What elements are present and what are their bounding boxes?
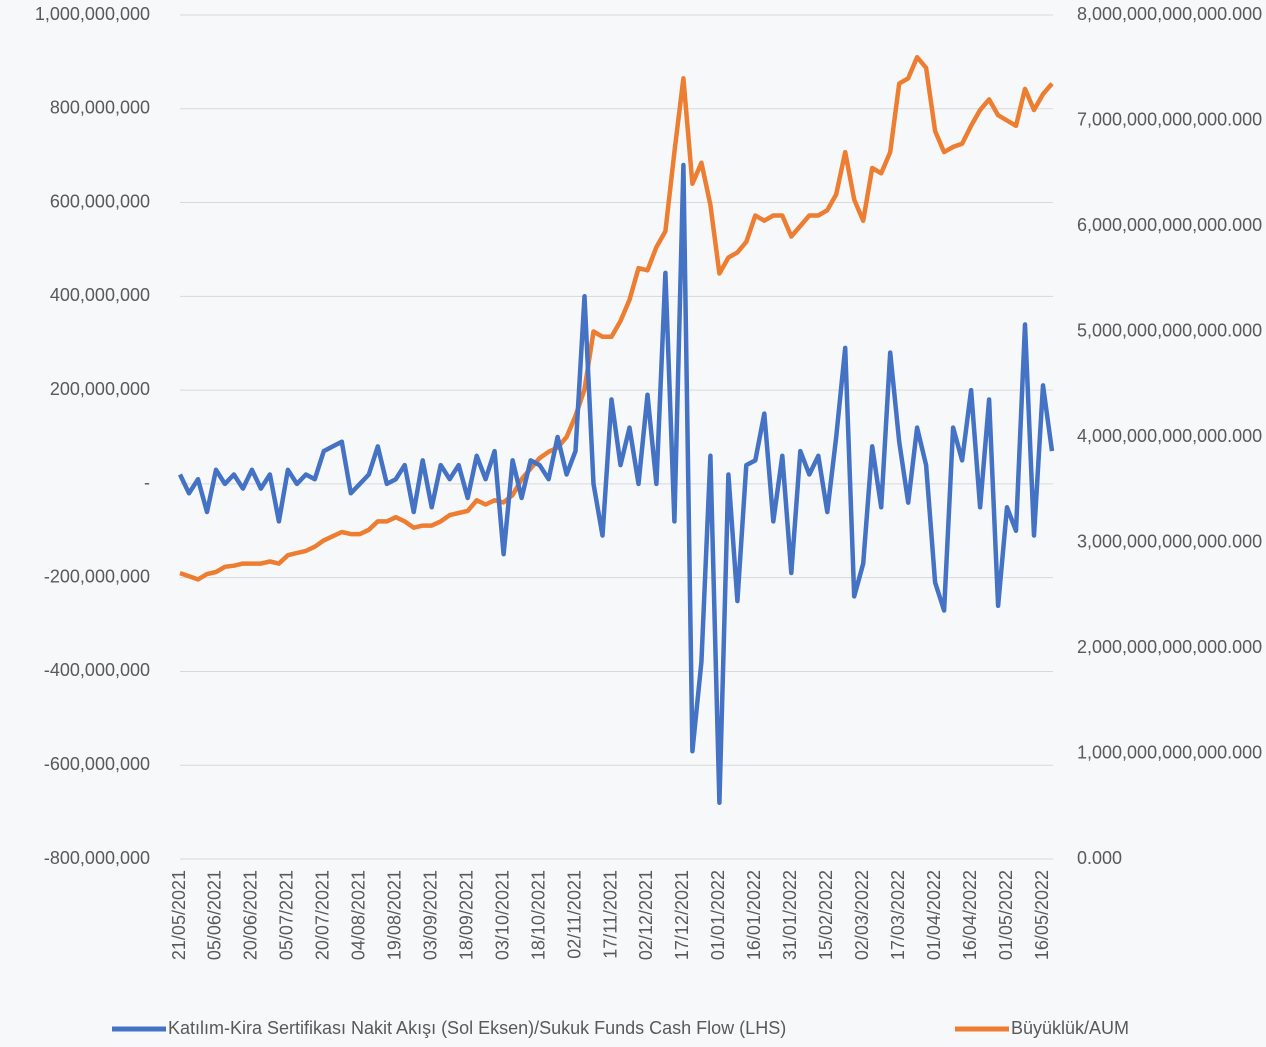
x-tick-label: 19/08/2021 — [385, 870, 405, 960]
x-tick-label: 16/05/2022 — [1032, 870, 1052, 960]
y-tick-label: -600,000,000 — [44, 754, 150, 774]
y-tick-label: - — [144, 473, 150, 493]
x-tick-label: 17/11/2021 — [600, 870, 620, 959]
y-tick-label: -400,000,000 — [44, 660, 150, 680]
x-tick-label: 18/09/2021 — [456, 870, 476, 960]
legend-label: Katılım-Kira Sertifikası Nakit Akışı (So… — [168, 1018, 786, 1038]
x-tick-label: 04/08/2021 — [349, 870, 369, 960]
x-tick-label: 01/01/2022 — [708, 870, 728, 960]
y-tick-label: 600,000,000 — [50, 191, 150, 211]
x-tick-label: 02/11/2021 — [564, 870, 584, 959]
y-tick-label: 1,000,000,000 — [35, 4, 150, 24]
x-tick-label: 31/01/2022 — [780, 870, 800, 960]
y2-tick-label: 6,000,000,000,000.000 — [1077, 215, 1262, 235]
y2-tick-label: 5,000,000,000,000.000 — [1077, 320, 1262, 340]
x-tick-label: 20/07/2021 — [313, 870, 333, 960]
y-tick-label: -800,000,000 — [44, 848, 150, 868]
y2-tick-label: 2,000,000,000,000.000 — [1077, 637, 1262, 657]
x-tick-label: 02/03/2022 — [852, 870, 872, 960]
x-tick-label: 20/06/2021 — [241, 870, 261, 960]
x-tick-label: 21/05/2021 — [169, 870, 189, 960]
y-tick-label: 200,000,000 — [50, 379, 150, 399]
y-tick-label: 400,000,000 — [50, 285, 150, 305]
y2-tick-label: 7,000,000,000,000.000 — [1077, 109, 1262, 129]
x-tick-label: 05/07/2021 — [277, 870, 297, 960]
x-tick-label: 17/12/2021 — [672, 870, 692, 960]
y-tick-label: -200,000,000 — [44, 566, 150, 586]
x-tick-label: 17/03/2022 — [888, 870, 908, 960]
x-tick-label: 03/09/2021 — [420, 870, 440, 960]
x-tick-label: 15/02/2022 — [816, 870, 836, 960]
x-tick-label: 18/10/2021 — [528, 870, 548, 960]
series-line — [177, 162, 1055, 805]
series-line — [179, 54, 1054, 582]
legend-label: Büyüklük/AUM — [1011, 1018, 1129, 1038]
x-tick-label: 01/04/2022 — [924, 870, 944, 960]
x-tick-label: 05/06/2021 — [205, 870, 225, 960]
x-tick-label: 01/05/2022 — [996, 870, 1016, 960]
x-tick-label: 16/01/2022 — [744, 870, 764, 960]
y2-tick-label: 0.000 — [1077, 848, 1122, 868]
x-tick-label: 03/10/2021 — [492, 870, 512, 960]
y2-tick-label: 3,000,000,000,000.000 — [1077, 531, 1262, 551]
y-tick-label: 800,000,000 — [50, 98, 150, 118]
y2-tick-label: 1,000,000,000,000.000 — [1077, 742, 1262, 762]
y2-tick-label: 8,000,000,000,000.000 — [1077, 4, 1262, 24]
x-tick-label: 02/12/2021 — [636, 870, 656, 960]
y2-tick-label: 4,000,000,000,000.000 — [1077, 426, 1262, 446]
x-tick-label: 16/04/2022 — [960, 870, 980, 960]
